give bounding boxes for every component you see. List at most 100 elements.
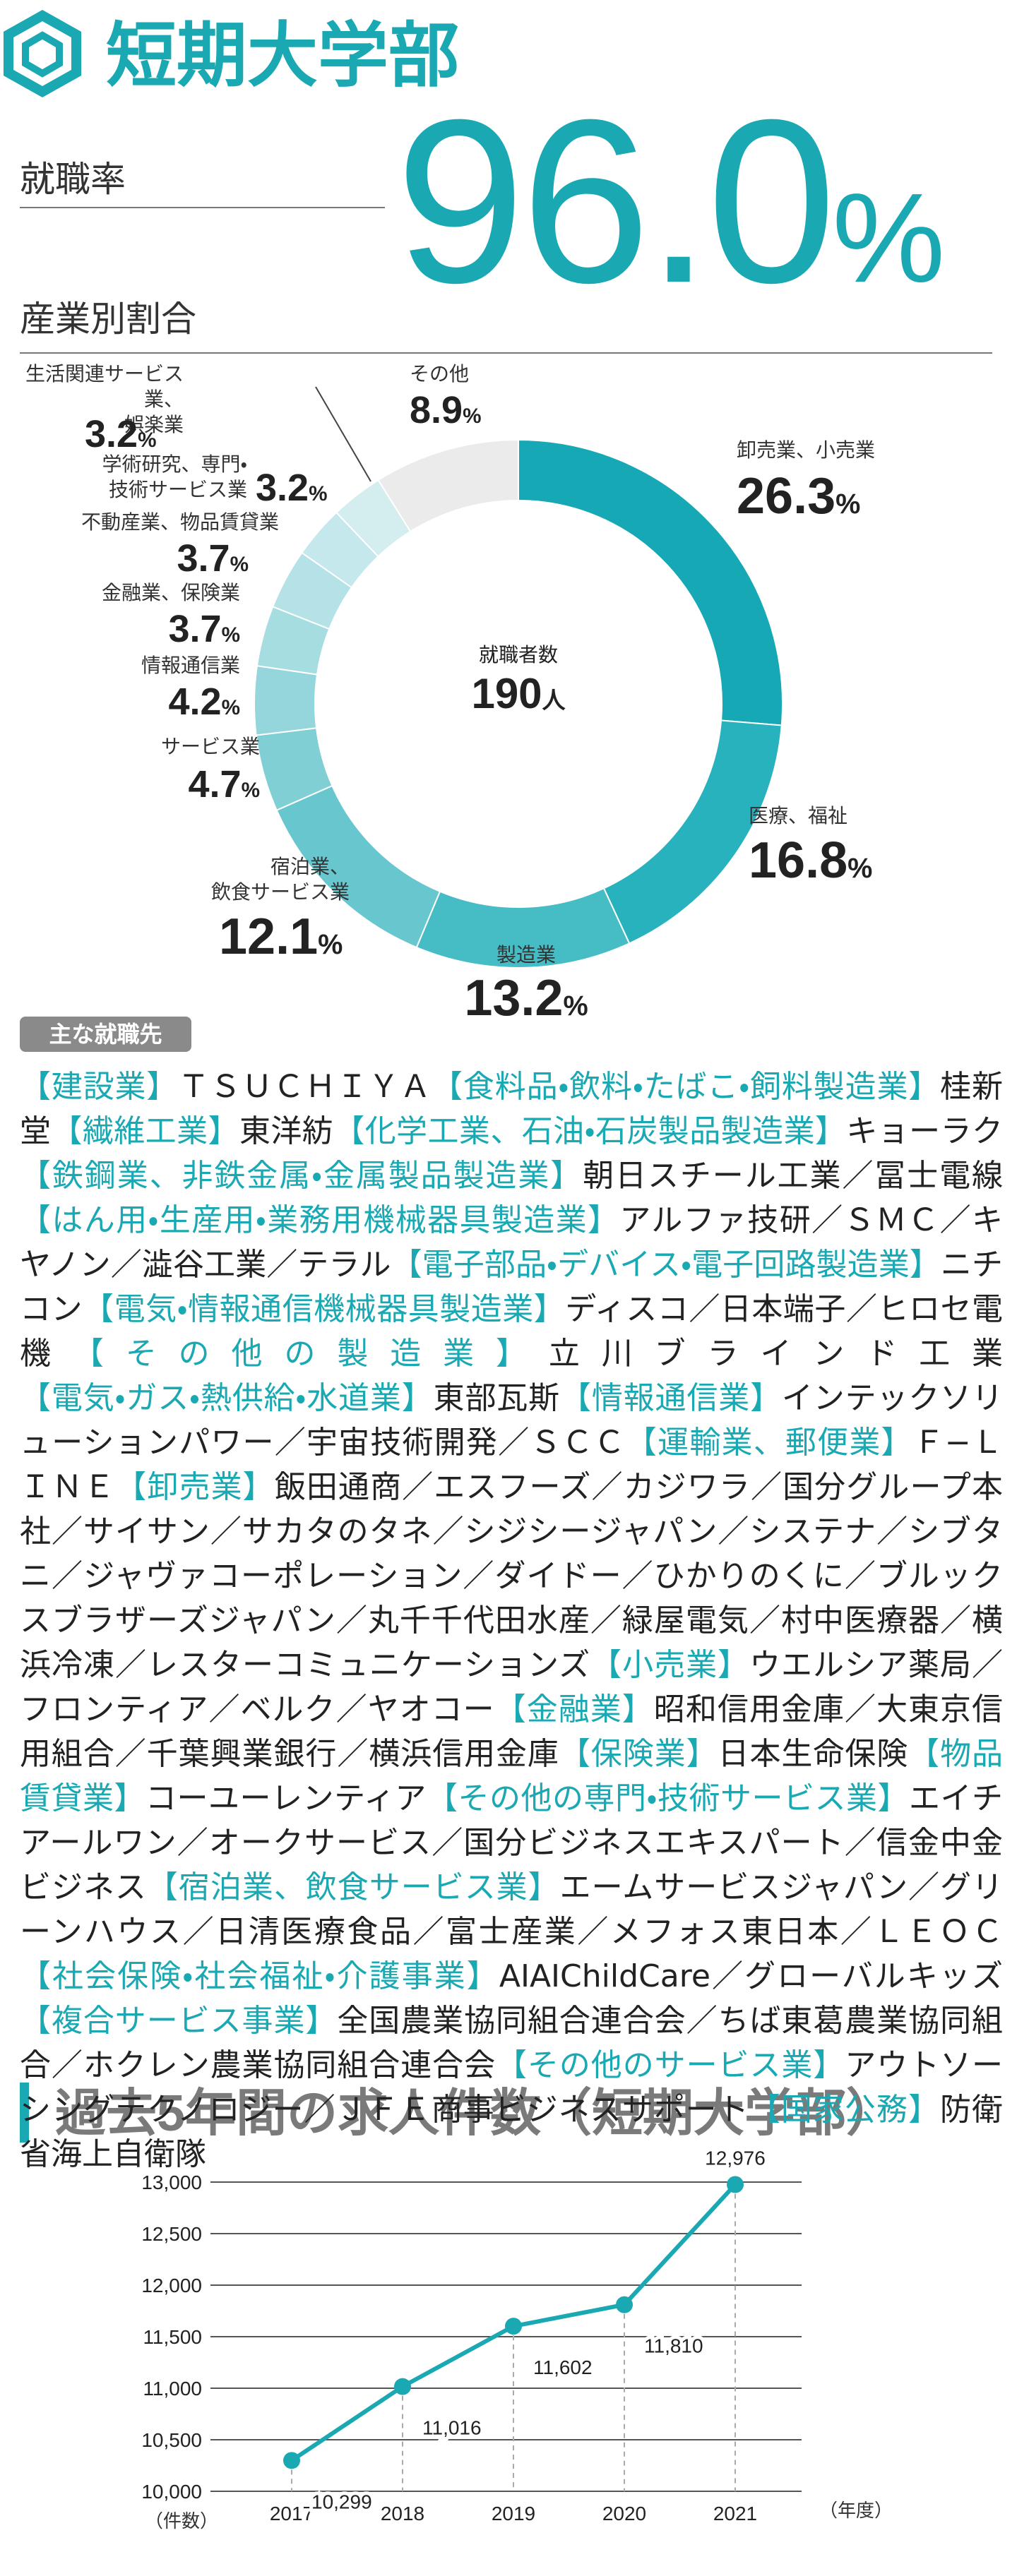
segment-label: 宿泊業、 飲食サービス業 bbox=[210, 855, 350, 904]
employer-category: 【電気・情報通信機械器具製造業】 bbox=[83, 1291, 566, 1327]
employer-companies: 桂新堂 bbox=[20, 1069, 1004, 1149]
rate-unit: % bbox=[832, 167, 946, 309]
employer-category: 【情報通信業】 bbox=[559, 1380, 782, 1416]
segment-value: 16.8% bbox=[749, 832, 872, 898]
value-unit: % bbox=[848, 853, 873, 884]
value-number: 16.8 bbox=[749, 832, 848, 889]
employer-companies: キョーラク bbox=[846, 1113, 1004, 1149]
employer-category: 【その他の専門・技術サービス業】 bbox=[426, 1780, 910, 1816]
value-unit: % bbox=[309, 482, 328, 505]
value-number: 3.2 bbox=[256, 467, 309, 509]
x-tick-label: 2018 bbox=[381, 2503, 424, 2524]
employer-category: 【金融業】 bbox=[494, 1691, 654, 1727]
data-label: 11,016 bbox=[422, 2417, 482, 2439]
value-unit: % bbox=[230, 553, 249, 576]
segment-value: 4.2% bbox=[169, 680, 240, 730]
x-axis-label: （年度） bbox=[819, 2500, 893, 2521]
value-number: 26.3 bbox=[737, 468, 836, 525]
segment-value: 8.9% bbox=[410, 388, 481, 438]
y-tick-label: 12,000 bbox=[141, 2275, 202, 2296]
employer-category: 【国家公務】 bbox=[749, 2092, 940, 2128]
employer-list: 【建設業】ＴＳＵＣＨＩＹＡ【食料品・飲料・たばこ・飼料製造業】桂新堂【繊維工業】… bbox=[20, 1065, 1003, 2176]
value-unit: % bbox=[563, 990, 588, 1022]
leader-line bbox=[315, 386, 371, 482]
segment-label: 学術研究、専門・ 技術サービス業 bbox=[102, 453, 247, 501]
employer-companies: 昭和信用金庫／大東京信用組合／千葉興業銀行／横浜信用金庫 bbox=[20, 1691, 1004, 1772]
rate-number: 96.0 bbox=[396, 71, 836, 331]
segment-value: 13.2% bbox=[464, 969, 588, 1036]
employer-category: 【運輸業、郵便業】 bbox=[625, 1425, 913, 1461]
data-point bbox=[616, 2296, 633, 2313]
value-number: 8.9 bbox=[410, 389, 463, 431]
title-bar bbox=[20, 2083, 29, 2143]
rate-label: 就職率 bbox=[20, 159, 126, 200]
employer-companies: エームサービスジャパン／グリーンハウス／日清医療食品／富士産業／メフォス東日本／… bbox=[20, 1869, 1004, 1950]
employer-category: 【食料品・飲料・たばこ・飼料製造業】 bbox=[432, 1069, 941, 1105]
rate-value: 96.0% bbox=[396, 85, 945, 395]
employer-category: 【物品賃貸業】 bbox=[20, 1736, 1004, 1816]
logo-hexagon bbox=[4, 9, 81, 98]
segment-label: 製造業 bbox=[496, 943, 557, 966]
value-number: 12.1 bbox=[219, 909, 319, 965]
employer-category: 【小売業】 bbox=[590, 1647, 750, 1683]
employer-companies: AIAIChildCare／グローバルキッズ bbox=[499, 1958, 1003, 1994]
y-tick-label: 12,500 bbox=[141, 2223, 202, 2245]
y-tick-label: 13,000 bbox=[141, 2171, 202, 2193]
data-point bbox=[394, 2378, 411, 2395]
chart-title: 産業別割合 bbox=[20, 299, 196, 340]
employer-category: 【その他の製造業】 bbox=[72, 1336, 549, 1372]
employer-category: 【化学工業、石油・石炭製品製造業】 bbox=[333, 1113, 847, 1149]
data-point bbox=[283, 2452, 300, 2469]
employer-companies: 全国農業協同組合連合会／ちば東葛農業協同組合／ホクレン農業協同組合連合会 bbox=[20, 2003, 1004, 2083]
employer-companies: コーユーレンティア bbox=[145, 1780, 427, 1816]
value-unit: % bbox=[221, 623, 240, 647]
y-tick-label: 10,000 bbox=[141, 2481, 202, 2503]
employers-tag: 主な就職先 bbox=[49, 1021, 162, 1048]
data-label: 10,299 bbox=[311, 2491, 372, 2512]
employer-companies: 東部瓦斯 bbox=[433, 1380, 560, 1416]
value-unit: % bbox=[463, 405, 482, 428]
segment-label: サービス業 bbox=[160, 735, 260, 758]
employer-category: 【複合サービス事業】 bbox=[20, 2003, 338, 2039]
value-number: 13.2 bbox=[464, 970, 564, 1026]
data-label: 12,976 bbox=[705, 2147, 766, 2169]
employer-companies: ＴＳＵＣＨＩＹＡ bbox=[178, 1069, 432, 1105]
donut-segment bbox=[254, 665, 319, 736]
y-tick-label: 10,500 bbox=[141, 2429, 202, 2451]
y-axis-label: （件数） bbox=[145, 2510, 218, 2532]
value-unit: % bbox=[221, 696, 240, 719]
total-unit: 人 bbox=[542, 687, 566, 713]
employer-companies: ウエルシア薬局／フロンティア／ベルク／ヤオコー bbox=[20, 1647, 1004, 1727]
employer-companies: Ｆ−ＬＩＮＥ bbox=[20, 1425, 1004, 1505]
employer-companies: アウトソーシングテクノロジー／ＪＦＥ商事ビジネスサポート bbox=[20, 2047, 1003, 2128]
x-tick-label: 2021 bbox=[713, 2503, 757, 2524]
x-tick-label: 2020 bbox=[602, 2503, 646, 2524]
value-number: 3.2 bbox=[85, 413, 138, 455]
employer-category: 【保険業】 bbox=[559, 1736, 718, 1772]
employer-category: 【電気・ガス・熱供給・水道業】 bbox=[20, 1380, 434, 1416]
center-total: 190人 bbox=[471, 669, 565, 725]
employer-companies: 立川ブラインド工業 bbox=[548, 1336, 1004, 1372]
value-unit: % bbox=[241, 779, 260, 802]
total-value: 190 bbox=[471, 670, 542, 717]
data-point bbox=[727, 2176, 744, 2193]
line-chart-title: 過去5年間の求人件数（短期大学部） bbox=[55, 2085, 897, 2142]
segment-label: 生活関連サービス業、 娯楽業 bbox=[25, 362, 184, 436]
donut-segment bbox=[377, 438, 519, 533]
employer-companies: 防衛省海上自衛隊 bbox=[20, 2092, 1004, 2172]
segment-label: 不動産業、物品賃貸業 bbox=[81, 510, 279, 534]
value-unit: % bbox=[318, 929, 343, 960]
x-tick-label: 2017 bbox=[270, 2503, 314, 2524]
donut-segment bbox=[518, 438, 783, 726]
data-point bbox=[505, 2318, 522, 2335]
employer-companies: ディスコ／日本端子／ヒロセ電機 bbox=[20, 1291, 1004, 1372]
value-number: 3.7 bbox=[168, 608, 222, 650]
y-tick-label: 11,500 bbox=[143, 2326, 202, 2348]
employer-companies: 朝日スチール工業／冨士電線 bbox=[583, 1158, 1003, 1194]
segment-value: 4.7% bbox=[189, 762, 260, 813]
segment-value: 26.3% bbox=[737, 467, 860, 534]
